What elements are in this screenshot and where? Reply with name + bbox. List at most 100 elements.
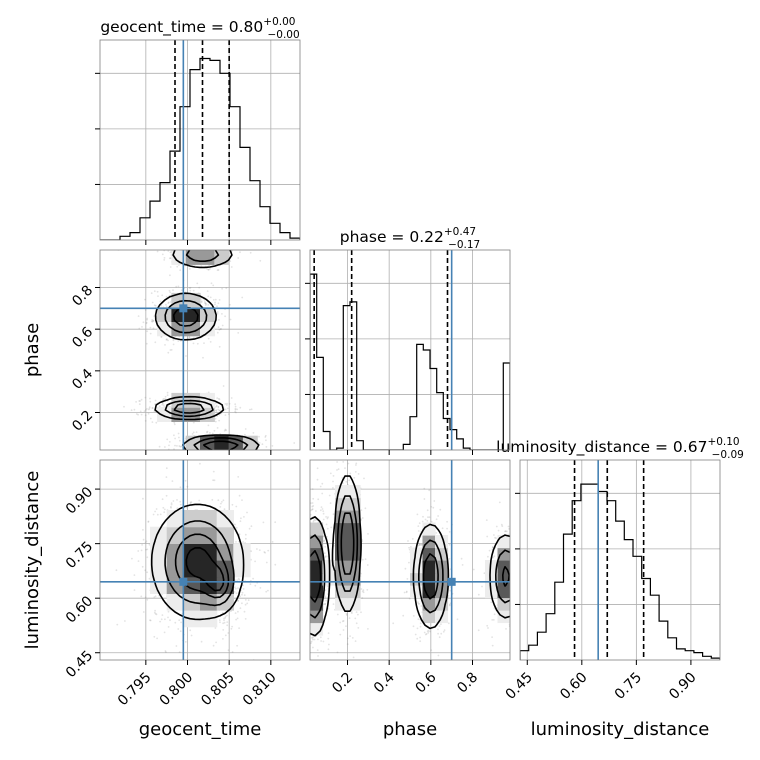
sample-point: [219, 409, 222, 412]
sample-point: [350, 611, 353, 613]
panel-phase-luminosity_distance: [289, 460, 527, 677]
sample-point: [215, 641, 218, 644]
sample-point: [327, 607, 330, 610]
sample-point: [250, 525, 253, 528]
sample-point: [231, 245, 233, 247]
sample-point: [179, 445, 182, 448]
sample-point: [516, 558, 518, 560]
sample-point: [209, 452, 211, 454]
sample-point: [511, 591, 513, 593]
sample-point: [345, 480, 348, 483]
sample-point: [392, 622, 395, 625]
density-cell: [422, 610, 436, 624]
sample-point: [511, 565, 513, 567]
sample-point: [403, 591, 406, 594]
density-cell: [200, 307, 215, 322]
sample-point: [198, 451, 200, 453]
sample-point: [144, 309, 147, 311]
sample-point: [259, 259, 262, 262]
sample-point: [312, 497, 315, 500]
sample-point: [207, 337, 210, 340]
sample-point: [148, 543, 151, 546]
sample-point: [169, 274, 171, 277]
sample-point: [163, 259, 166, 261]
sample-point: [525, 555, 527, 557]
sample-point: [174, 437, 177, 440]
sample-point: [215, 451, 217, 453]
sample-point: [146, 556, 149, 559]
sample-point: [321, 482, 324, 485]
sample-point: [304, 653, 306, 655]
contour-line: [185, 547, 225, 592]
density-cell: [422, 597, 436, 611]
sample-point: [146, 598, 149, 601]
sample-point: [249, 583, 252, 586]
sample-point: [419, 544, 422, 546]
density-cell: [233, 560, 251, 578]
sample-point: [263, 551, 266, 553]
sample-point: [247, 453, 249, 455]
sample-point: [289, 617, 291, 619]
sample-point: [151, 407, 154, 409]
y-axis-title-phase: phase: [22, 323, 43, 377]
sample-point: [179, 500, 182, 503]
sample-point: [405, 590, 408, 593]
sample-point: [142, 538, 145, 541]
sample-point: [154, 609, 157, 612]
sample-point: [360, 509, 363, 511]
sample-point: [175, 645, 178, 647]
sample-point: [191, 433, 194, 435]
sample-point: [138, 400, 141, 402]
sample-point: [302, 550, 304, 552]
sample-point: [249, 408, 251, 411]
sample-point: [183, 440, 186, 443]
sample-point: [197, 245, 199, 247]
sample-point: [517, 609, 519, 611]
sample-point: [234, 408, 237, 411]
sample-point: [257, 452, 259, 454]
sample-point: [162, 506, 165, 509]
sample-point: [504, 530, 506, 533]
sample-point: [415, 663, 417, 665]
density-cell: [422, 560, 436, 574]
sample-point: [184, 641, 187, 643]
sample-point: [511, 561, 513, 563]
sample-point: [525, 527, 527, 529]
sample-point: [142, 611, 145, 613]
sample-point: [354, 640, 357, 642]
sample-point: [165, 295, 168, 298]
sample-point: [339, 621, 342, 624]
sample-point: [352, 675, 354, 677]
sample-point: [322, 512, 325, 515]
sample-point: [355, 462, 358, 465]
density-cell: [214, 435, 230, 450]
sample-point: [216, 305, 218, 308]
sample-point: [244, 433, 246, 436]
sample-point: [140, 398, 143, 401]
sample-point: [218, 345, 221, 348]
sample-point: [486, 535, 489, 538]
sample-point: [515, 602, 517, 604]
sample-point: [504, 530, 507, 532]
sample-point: [271, 445, 274, 447]
sample-point: [229, 457, 231, 459]
sample-point: [167, 351, 170, 354]
sample-point: [168, 444, 170, 447]
sample-point: [217, 269, 220, 271]
sample-point: [164, 344, 166, 346]
sample-point: [173, 448, 175, 450]
sample-point: [221, 458, 223, 460]
sample-point: [196, 282, 199, 285]
sample-point: [203, 452, 205, 454]
sample-point: [361, 558, 364, 561]
sample-point: [416, 513, 419, 516]
sample-point: [190, 634, 193, 637]
sample-point: [244, 618, 247, 620]
sample-point: [420, 544, 423, 546]
sample-point: [477, 629, 480, 632]
sample-point: [123, 405, 125, 408]
sample-point: [363, 477, 365, 480]
sample-point: [242, 452, 244, 454]
x-axis-title-geocent_time: geocent_time: [139, 719, 262, 740]
sample-point: [328, 643, 330, 646]
